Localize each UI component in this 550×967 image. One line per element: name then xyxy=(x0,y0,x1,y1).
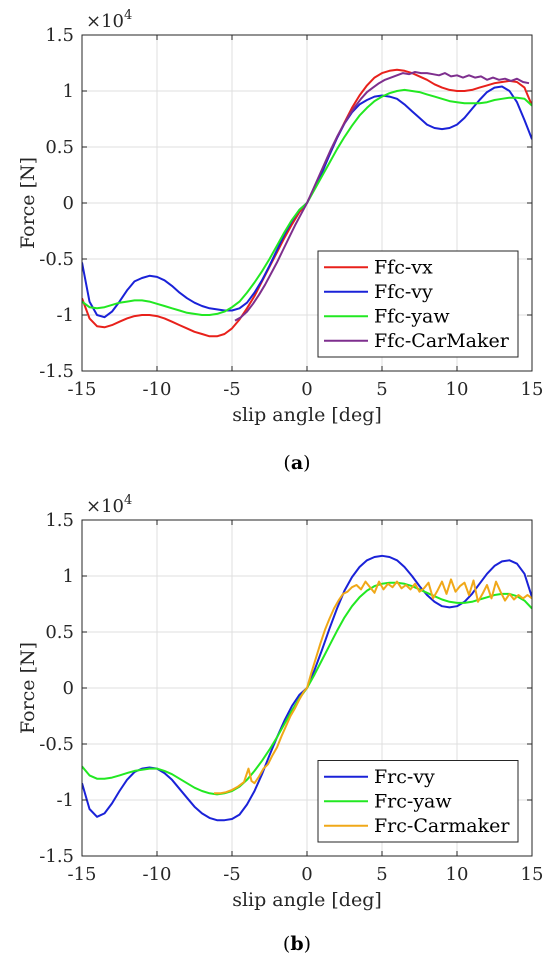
y-tick-label: -1 xyxy=(56,305,74,326)
x-tick-label: -5 xyxy=(223,864,241,885)
y-tick-label: 1.5 xyxy=(45,510,74,531)
legend-label: Ffc-CarMaker xyxy=(374,330,510,352)
y-tick-label: 1 xyxy=(63,81,74,102)
y-exponent-label: ×104 xyxy=(86,8,132,32)
y-exponent-base: ×10 xyxy=(86,11,124,32)
legend-label: Frc-vy xyxy=(374,766,435,788)
caption-close: ) xyxy=(304,933,311,955)
legend-label: Ffc-vx xyxy=(374,256,433,278)
caption-letter: a xyxy=(291,452,303,474)
y-tick-label: 1.5 xyxy=(45,25,74,46)
y-tick-label: -1.5 xyxy=(39,846,74,867)
x-tick-label: -15 xyxy=(68,379,97,400)
y-tick-label: 0 xyxy=(63,193,74,214)
legend-label: Ffc-yaw xyxy=(374,305,450,327)
caption-open: ( xyxy=(283,933,290,955)
x-tick-label: 15 xyxy=(521,864,544,885)
y-axis-label: Force [N] xyxy=(17,157,39,249)
x-tick-label: -10 xyxy=(143,864,172,885)
x-axis-label: slip angle [deg] xyxy=(232,889,382,911)
x-axis-label: slip angle [deg] xyxy=(232,404,382,426)
series-line-frc-carmaker xyxy=(214,578,532,795)
caption: (b) xyxy=(283,933,311,955)
caption-letter: b xyxy=(290,933,303,955)
chart-a: -15 -10 -5 0 5 10 15 -1.5 -1 -0.5 0 0.5 1 1.5 ×104 slip… xyxy=(17,8,544,474)
caption: (a) xyxy=(283,452,310,474)
y-exponent-power: 4 xyxy=(124,8,132,23)
x-tick-label: 10 xyxy=(446,864,469,885)
x-tick-label: -15 xyxy=(68,864,97,885)
y-tick-label: 0.5 xyxy=(45,137,74,158)
y-exponent-base: ×10 xyxy=(86,496,124,517)
caption-close: ) xyxy=(303,452,310,474)
x-tick-label: 0 xyxy=(301,379,312,400)
y-tick-label: -0.5 xyxy=(39,249,74,270)
x-tick-label: 10 xyxy=(446,379,469,400)
y-exponent-label: ×104 xyxy=(86,493,132,517)
legend-box xyxy=(317,250,519,358)
y-tick-label: 0 xyxy=(63,678,74,699)
series-line-ffc-carmaker xyxy=(234,71,530,322)
x-tick-label: 5 xyxy=(376,864,387,885)
legend-label: Frc-yaw xyxy=(374,790,452,812)
caption-open: ( xyxy=(283,452,290,474)
legend-label: Ffc-vy xyxy=(374,281,433,303)
y-tick-label: -1.5 xyxy=(39,361,74,382)
y-tick-label: 0.5 xyxy=(45,622,74,643)
x-tick-label: -5 xyxy=(223,379,241,400)
y-exponent-power: 4 xyxy=(124,493,132,508)
y-tick-label: 1 xyxy=(63,566,74,587)
x-tick-label: 5 xyxy=(376,379,387,400)
x-tick-label: 0 xyxy=(301,864,312,885)
y-axis-label: Force [N] xyxy=(17,642,39,734)
chart-b: -15 -10 -5 0 5 10 15 -1.5 -1 -0.5 0 0.5 1 1.5 ×104 slip… xyxy=(17,493,544,955)
x-tick-label: -10 xyxy=(143,379,172,400)
y-tick-label: -0.5 xyxy=(39,734,74,755)
x-tick-label: 15 xyxy=(521,379,544,400)
y-tick-label: -1 xyxy=(56,790,74,811)
legend-label: Frc-Carmaker xyxy=(374,815,510,837)
